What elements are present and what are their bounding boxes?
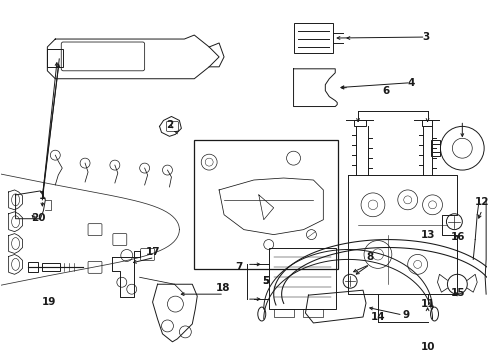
Text: 11: 11 [420, 299, 435, 309]
Bar [269, 248, 336, 309]
Bar [421, 121, 432, 126]
Text: 10: 10 [420, 342, 435, 352]
Text: 20: 20 [31, 213, 46, 223]
Text: 15: 15 [451, 288, 466, 298]
Text: 18: 18 [216, 283, 230, 293]
Text: 1: 1 [39, 191, 46, 201]
Bar [354, 121, 366, 126]
Text: 5: 5 [262, 276, 270, 286]
Text: 12: 12 [475, 197, 490, 207]
Text: 14: 14 [370, 312, 385, 322]
Bar [194, 140, 338, 269]
Text: 9: 9 [402, 310, 409, 320]
Text: 3: 3 [422, 32, 429, 42]
Bar [303, 309, 323, 317]
Text: 6: 6 [382, 86, 390, 96]
Bar [294, 23, 333, 53]
Text: 2: 2 [166, 120, 173, 130]
Bar [48, 49, 63, 67]
Text: 5: 5 [262, 276, 269, 286]
Bar [431, 140, 441, 156]
Text: 8: 8 [367, 252, 373, 262]
Text: 17: 17 [146, 247, 161, 257]
Bar [28, 262, 38, 272]
Text: 13: 13 [420, 230, 435, 240]
Bar [274, 309, 294, 317]
Text: 16: 16 [451, 231, 466, 242]
Text: 19: 19 [42, 297, 56, 307]
Text: 4: 4 [407, 78, 415, 88]
Bar [43, 264, 60, 271]
Text: 7: 7 [235, 262, 243, 273]
